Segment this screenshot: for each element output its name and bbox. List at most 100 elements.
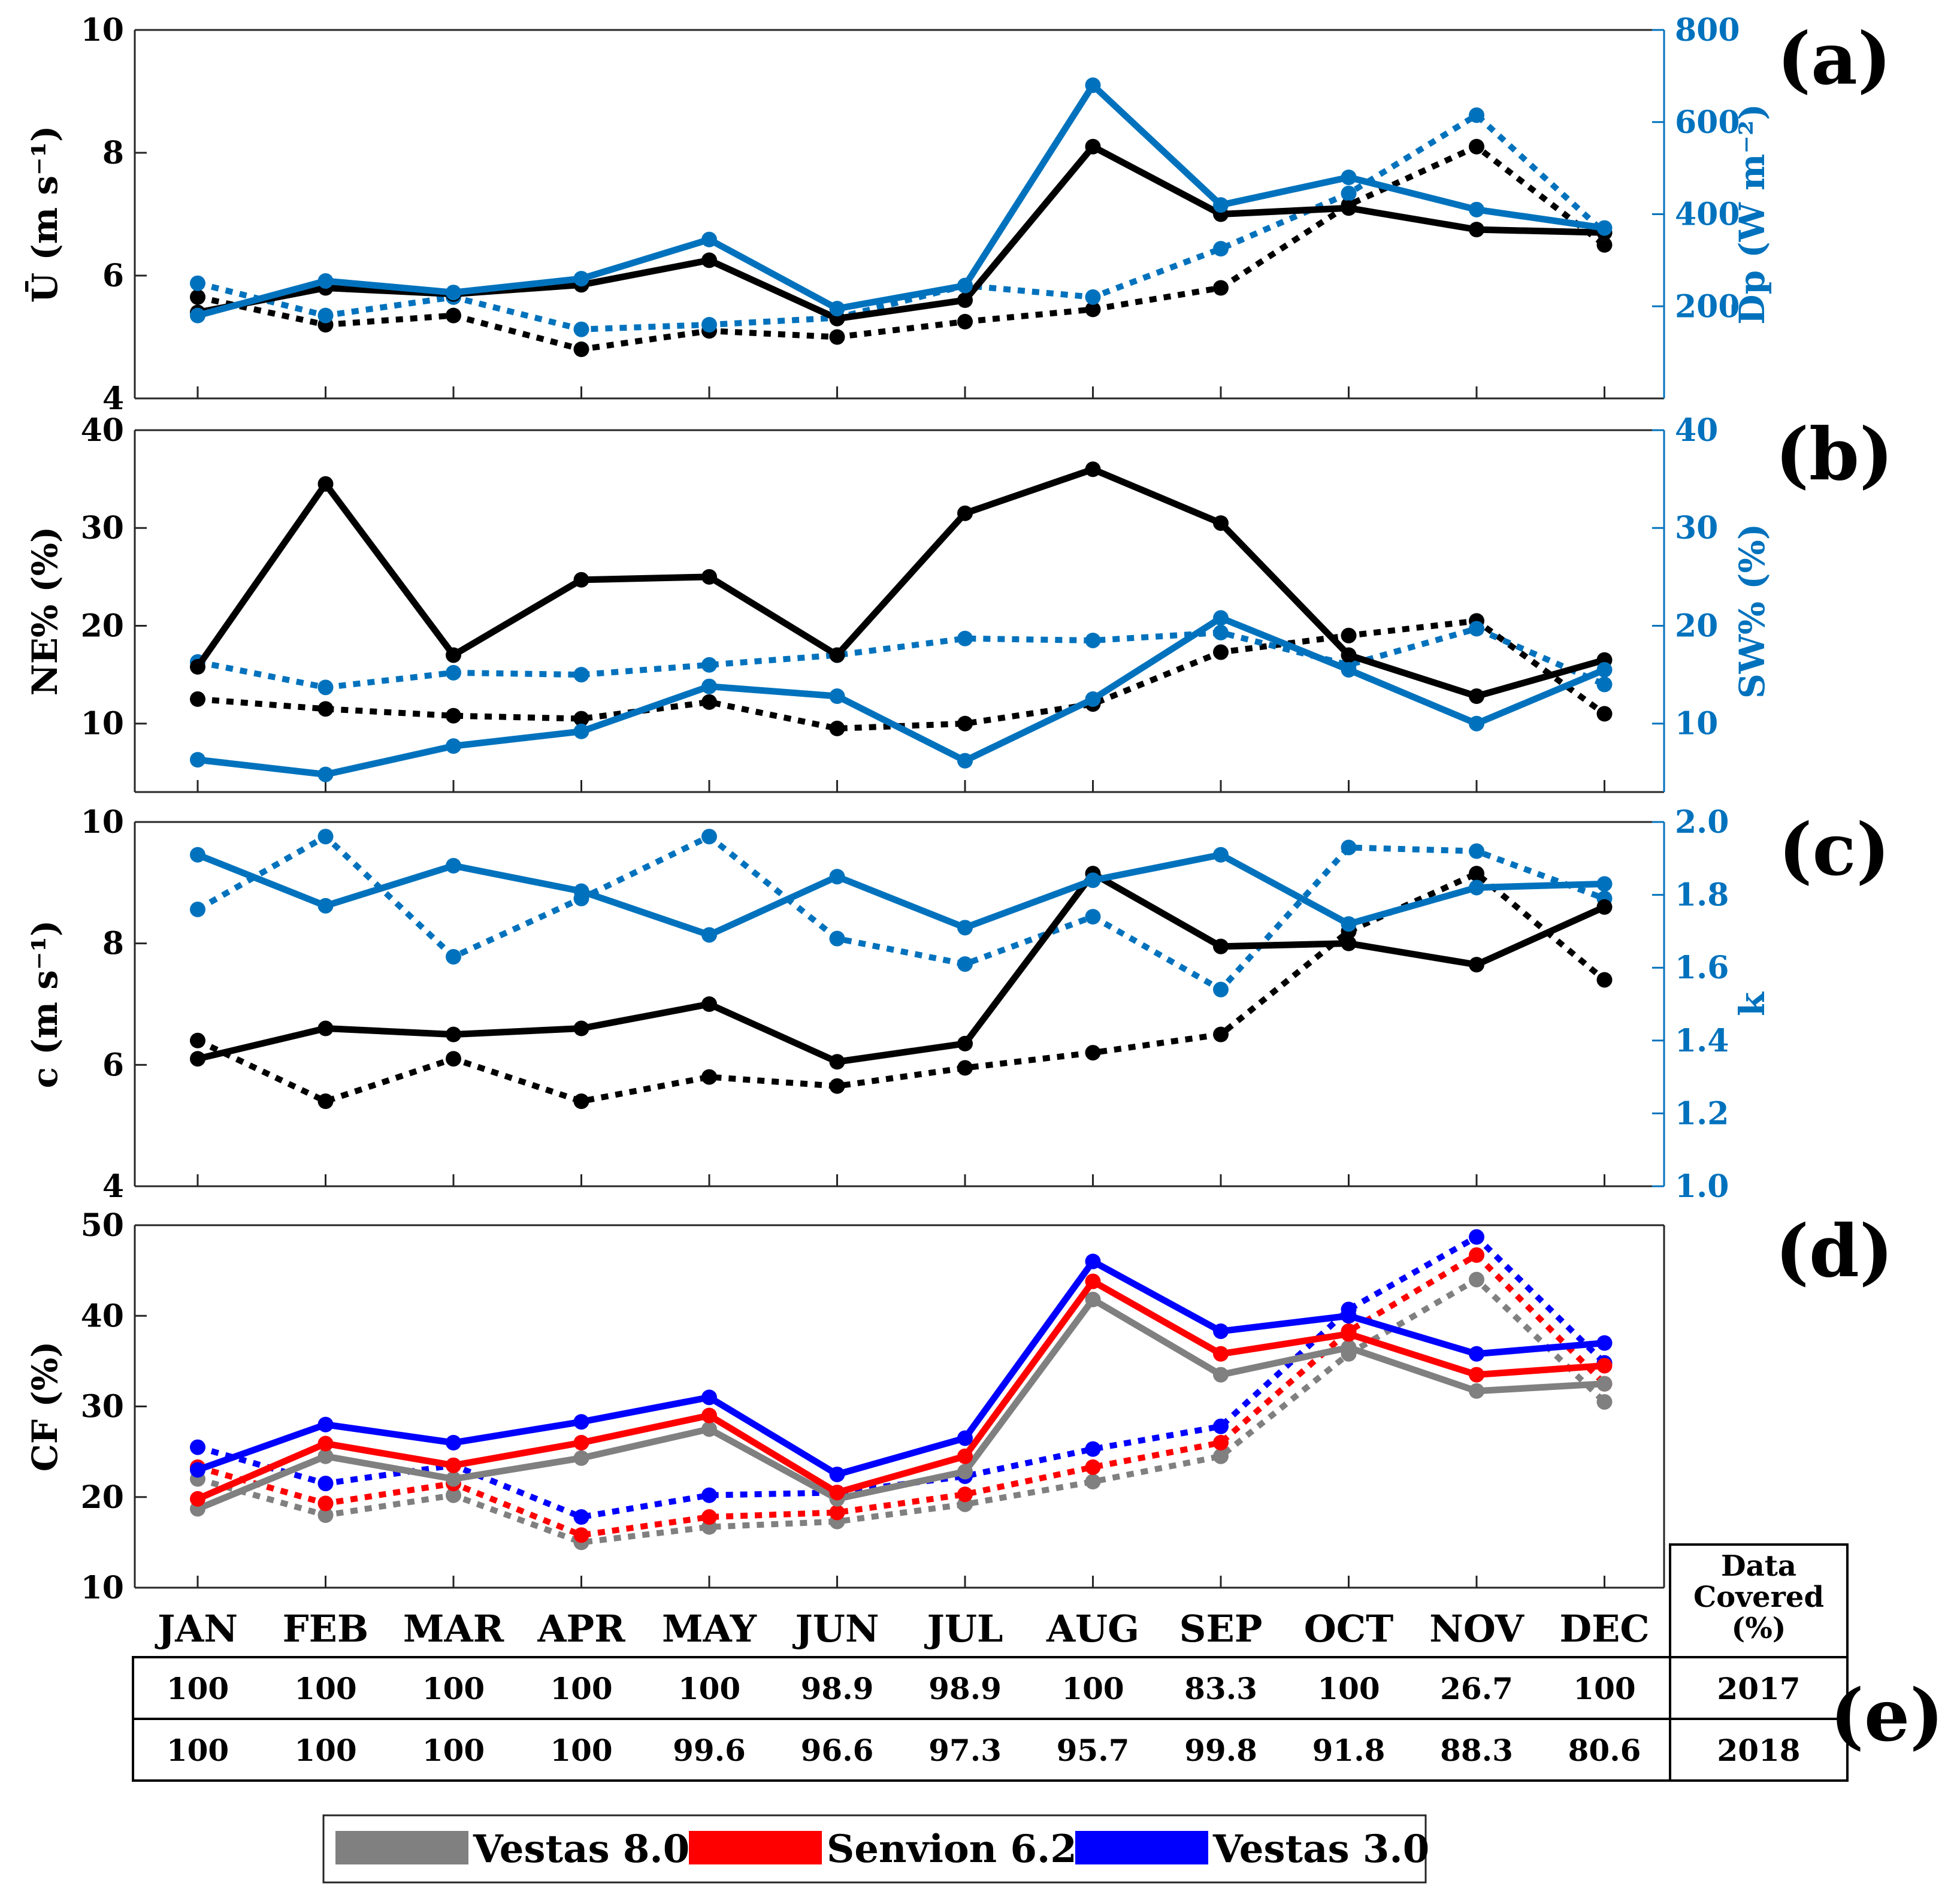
table-cell: 98.9 [801,1671,874,1706]
data-point [1213,624,1229,640]
data-point [190,847,205,863]
data-point [1085,872,1101,888]
data-point [829,301,845,317]
y-axis-title-right: k [1732,991,1772,1016]
data-point [317,829,334,845]
table-cell: 96.6 [801,1733,874,1768]
data-point [1469,1367,1484,1383]
data-point [1213,1435,1229,1450]
series-line [196,851,1605,938]
data-point [829,1054,845,1070]
y-tick-label-right: 40 [1675,412,1718,449]
table-header-text: (%) [1731,1612,1786,1645]
month-label: MAR [403,1607,504,1651]
data-point [1469,843,1484,859]
data-point [1341,916,1357,932]
table-cell: 100 [167,1671,229,1706]
series-line [196,143,1605,322]
data-point [829,720,845,736]
table-cell: 88.3 [1440,1733,1513,1768]
y-tick-label-right: 1.0 [1675,1168,1729,1205]
data-point [446,1487,461,1503]
table-cell: 100 [167,1733,229,1768]
data-point [573,1527,589,1543]
data-point [829,1466,845,1482]
data-point [573,1450,589,1466]
data-point [829,688,845,705]
data-point [1085,691,1101,707]
data-point [829,647,845,663]
data-point [1469,138,1484,155]
y-tick-label-left: 10 [81,706,124,742]
month-label: DEC [1559,1607,1649,1651]
data-point [317,897,334,914]
data-point [1341,627,1357,643]
legend-swatch [689,1831,822,1864]
data-point [829,1485,845,1501]
data-point [190,901,205,917]
series-line [195,466,1605,700]
legend-swatch [1075,1831,1208,1864]
data-point [1213,610,1229,626]
data-point [1596,1335,1613,1351]
data-point [1085,632,1101,648]
y-tick-label-right: 2.0 [1675,804,1729,841]
month-label: SEP [1179,1607,1263,1651]
data-point [1469,107,1484,123]
data-point [573,711,589,727]
series-line [196,81,1605,319]
data-point [1085,461,1101,477]
table-cell: 100 [678,1671,740,1706]
table-cell: 80.6 [1568,1733,1641,1768]
month-label: APR [537,1607,625,1651]
panel-b-direction-frequency: 10 20 30 40 10 20 30 40 NE% (%) SW% (%)(b) [25,412,1893,793]
series-line [196,1278,1605,1502]
data-point [1596,899,1613,915]
data-point [1341,1340,1357,1356]
data-point [701,252,717,268]
y-tick-label-right: 1.6 [1675,950,1729,986]
data-point [190,1032,205,1048]
data-point [573,341,589,357]
data-point [446,647,461,663]
data-point [1213,981,1229,998]
data-point [957,1060,973,1076]
panel-a-wind-speed-power-density: 4 6 8 10 200 400 600 800 Ū (m s⁻¹) D̄p (W m⁻²)(a) [25,12,1892,417]
data-point [957,1430,973,1446]
y-tick-label-right: 200 [1675,288,1740,325]
data-point [701,678,717,694]
data-point [1469,715,1484,732]
data-point [1213,1448,1229,1464]
data-point [701,317,717,333]
data-point [701,1509,717,1525]
data-point [957,1464,973,1480]
data-point [190,289,205,305]
data-point [446,285,461,301]
data-point [317,1448,334,1464]
data-point [1341,185,1357,201]
data-point [1341,170,1357,185]
data-point [190,691,205,707]
data-point [317,1495,334,1512]
data-point [573,1509,589,1525]
data-point [1213,197,1229,213]
series-line [196,1276,1607,1546]
data-point [957,505,973,521]
data-point [573,667,589,683]
data-point [1085,77,1101,93]
data-point [701,569,717,585]
data-point [1085,1253,1101,1270]
y-tick-label-left: 20 [81,608,124,644]
y-tick-label-left: 10 [81,804,124,841]
data-point [1596,972,1613,988]
data-point [957,715,973,732]
data-point [1596,1394,1613,1410]
data-point [1213,644,1229,660]
y-tick-label-left: 50 [81,1207,124,1244]
table-cell: 83.3 [1184,1671,1257,1706]
data-point [957,292,973,308]
panel-letter: (c) [1778,808,1891,892]
table-cell: 100 [1573,1671,1635,1706]
series-line [196,1296,1605,1512]
table-cell: 95.7 [1057,1733,1130,1768]
